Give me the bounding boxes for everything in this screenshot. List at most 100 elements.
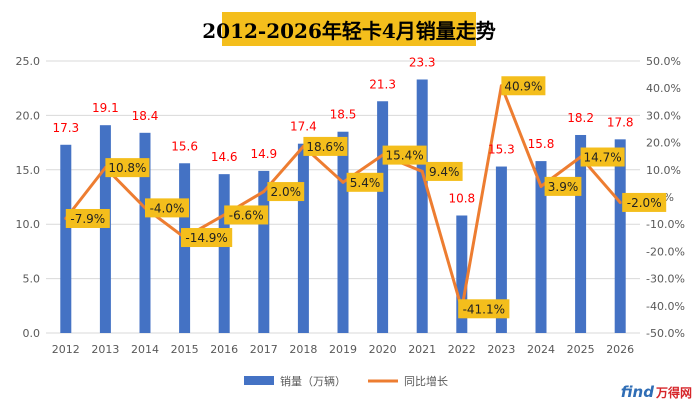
y-left-tick-label: 25.0 — [16, 55, 41, 68]
bar — [614, 139, 626, 333]
growth-label: 2.0% — [271, 185, 302, 199]
x-tick-label: 2020 — [369, 343, 397, 356]
legend-line-label: 同比增长 — [404, 374, 448, 388]
growth-label-box — [181, 228, 233, 248]
bar-value-label: 19.1 — [92, 101, 119, 115]
bar — [456, 215, 468, 333]
growth-label-box — [105, 158, 150, 178]
growth-point — [420, 169, 424, 173]
growth-label-box — [346, 172, 384, 192]
bar-value-label: 17.3 — [52, 121, 79, 135]
x-tick-label: 2023 — [487, 343, 515, 356]
growth-label-box — [382, 145, 427, 165]
x-tick-label: 2016 — [210, 343, 238, 356]
bar — [60, 144, 72, 333]
bar — [258, 170, 270, 333]
bar-value-label: 18.5 — [330, 108, 357, 122]
bar — [495, 166, 507, 333]
growth-label-box — [544, 176, 582, 196]
bar — [139, 132, 151, 333]
x-tick-label: 2026 — [606, 343, 634, 356]
x-tick-label: 2018 — [289, 343, 317, 356]
growth-label-box — [580, 147, 625, 167]
growth-label: -6.6% — [229, 208, 264, 222]
bar-value-label: 17.8 — [607, 115, 634, 129]
x-tick-label: 2025 — [567, 343, 595, 356]
bar-value-label: 15.6 — [171, 139, 198, 153]
growth-label: 9.4% — [429, 165, 460, 179]
growth-label-box — [425, 161, 463, 181]
x-tick-label: 2024 — [527, 343, 555, 356]
y-right-tick-label: -10.0% — [646, 218, 685, 231]
growth-label: 14.7% — [584, 151, 622, 165]
bar-value-label: 17.4 — [290, 120, 317, 134]
watermark-text: find — [620, 383, 654, 401]
y-right-tick-label: -30.0% — [646, 273, 685, 286]
y-left-tick-label: 15.0 — [16, 164, 41, 177]
bar-value-label: 18.2 — [567, 111, 594, 125]
x-tick-label: 2017 — [250, 343, 278, 356]
y-right-tick-label: 20.0% — [646, 137, 681, 150]
bar-value-label: 21.3 — [369, 77, 396, 91]
y-left-tick-label: 10.0 — [16, 218, 41, 231]
growth-point — [341, 180, 345, 184]
y-right-tick-label: -50.0% — [646, 327, 685, 340]
growth-label: -7.9% — [70, 212, 105, 226]
bar — [575, 134, 587, 333]
growth-label: -2.0% — [627, 196, 662, 210]
watermark-brand: 万得网 — [655, 386, 692, 400]
bar — [99, 125, 111, 333]
bar-value-label: 14.6 — [211, 150, 238, 164]
growth-label: -14.9% — [185, 231, 227, 245]
bar-value-label: 15.3 — [488, 143, 515, 157]
growth-label-box — [501, 76, 546, 96]
chart-title-text: 2012-2026年轻卡4月销量走势 — [202, 18, 496, 43]
growth-point — [262, 190, 266, 194]
growth-point — [618, 200, 622, 204]
growth-label-box — [303, 136, 348, 156]
chart-title: 2012-2026年轻卡4月销量走势 — [202, 12, 496, 46]
growth-label: 18.6% — [306, 140, 344, 154]
growth-label-box — [267, 182, 305, 202]
x-tick-label: 2022 — [448, 343, 476, 356]
growth-label: -4.0% — [150, 201, 185, 215]
growth-point — [539, 184, 543, 188]
y-right-tick-label: -40.0% — [646, 300, 685, 313]
bar-value-label: 23.3 — [409, 55, 436, 69]
bar — [535, 161, 547, 333]
y-right-tick-label: 10.0% — [646, 164, 681, 177]
growth-label: -41.1% — [463, 302, 505, 316]
growth-label-box — [145, 198, 189, 218]
watermark-logo: find 万得网 — [621, 383, 692, 403]
growth-label-box — [65, 208, 110, 228]
bar — [179, 163, 191, 333]
x-tick-label: 2021 — [408, 343, 436, 356]
bar-value-label: 14.9 — [250, 147, 277, 161]
bar — [416, 79, 428, 333]
bar — [218, 174, 230, 333]
growth-label: 10.8% — [108, 161, 146, 175]
bar-value-label: 15.8 — [528, 137, 555, 151]
growth-label: 40.9% — [504, 79, 542, 93]
legend-bar-swatch — [244, 376, 274, 385]
y-left-tick-label: 20.0 — [16, 109, 41, 122]
growth-label: 15.4% — [386, 149, 424, 163]
x-tick-label: 2012 — [52, 343, 80, 356]
growth-label: 5.4% — [350, 176, 381, 190]
x-tick-label: 2015 — [171, 343, 199, 356]
growth-label-box — [224, 205, 269, 225]
bar-value-label: 10.8 — [448, 191, 475, 205]
bar — [377, 101, 389, 333]
y-right-tick-label: 50.0% — [646, 55, 681, 68]
bar — [337, 131, 349, 333]
x-tick-label: 2014 — [131, 343, 159, 356]
bar — [297, 143, 309, 333]
growth-label-box — [458, 299, 510, 319]
y-right-tick-label: -20.0% — [646, 245, 685, 258]
growth-label-box — [622, 192, 667, 212]
x-tick-label: 2013 — [91, 343, 119, 356]
y-left-tick-label: 5.0 — [23, 273, 41, 286]
y-left-tick-label: 0.0 — [23, 327, 41, 340]
y-right-tick-label: 40.0% — [646, 82, 681, 95]
